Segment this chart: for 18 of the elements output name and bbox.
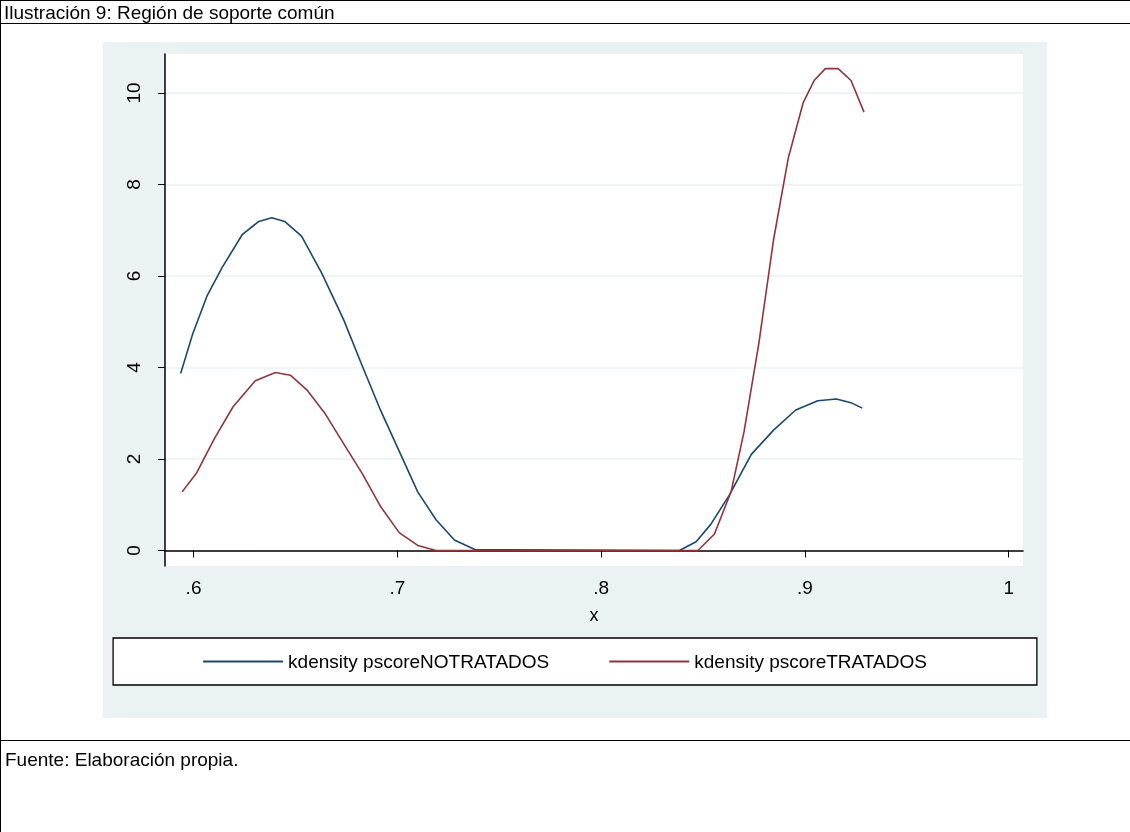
y-tick-label: 8: [123, 179, 144, 190]
chart-title: Ilustración 9: Región de soporte común: [0, 0, 1130, 24]
x-tick-label: .6: [185, 577, 202, 598]
y-tick-label: 6: [123, 270, 144, 282]
y-tick-label: 0: [123, 545, 144, 556]
y-tick-label: 10: [123, 82, 144, 104]
y-tick-label: 2: [123, 453, 144, 465]
x-tick-label: .9: [797, 577, 813, 598]
legend-label: kdensity pscoreTRATADOS: [694, 651, 927, 672]
y-tick-label: 4: [123, 361, 144, 373]
x-tick-label: .8: [593, 577, 610, 598]
source-note: Fuente: Elaboración propia.: [0, 740, 1130, 832]
x-tick-label: 1: [1003, 577, 1015, 598]
line-series: [179, 217, 863, 552]
legend-label: kdensity pscoreNOTRATADOS: [288, 651, 550, 672]
x-tick-label: .7: [389, 577, 406, 598]
x-axis-title: x: [589, 605, 599, 625]
line-series: [181, 67, 865, 552]
